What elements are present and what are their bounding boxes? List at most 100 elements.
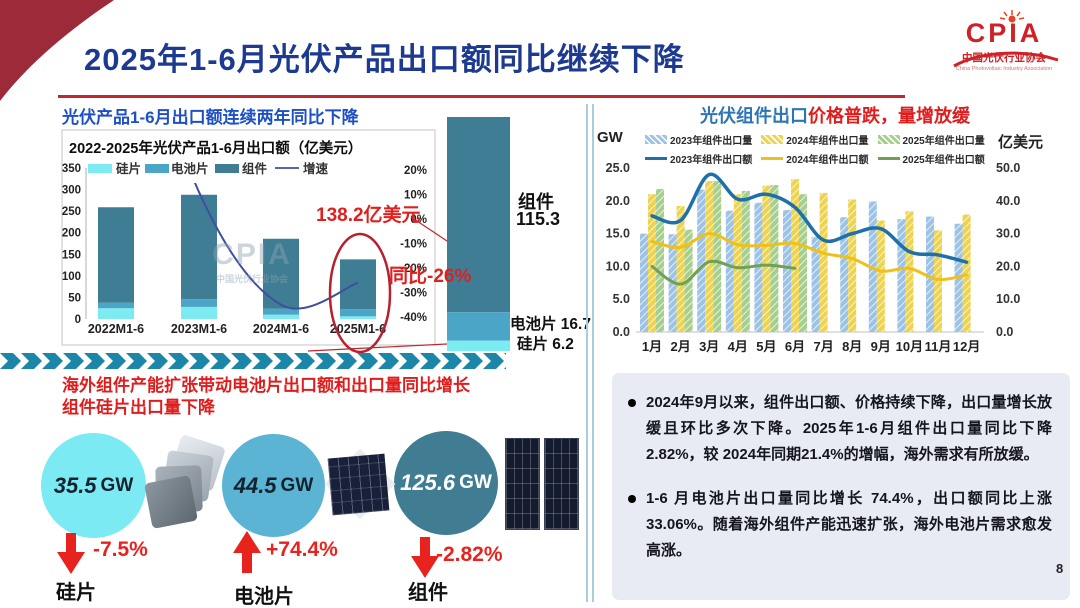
annotation-yoy: 同比-26% — [389, 266, 472, 287]
x-tick: 4月 — [728, 339, 748, 354]
x-tick: 2023M1-6 — [171, 322, 227, 336]
y-tick: 350 — [62, 163, 81, 175]
monthly-export-chart: 25.0 20.0 15.0 10.0 5.0 0.0 50.0 40.0 30.0 20.0 10… — [606, 161, 1021, 354]
bar — [656, 188, 664, 332]
bar-segment — [263, 314, 299, 319]
bar-segment — [181, 299, 217, 307]
bar — [676, 206, 685, 332]
legend-label: 增速 — [303, 161, 329, 176]
bar-segment — [98, 207, 134, 303]
bar — [697, 189, 706, 332]
wafer-image — [144, 434, 230, 534]
bar-segment — [340, 316, 376, 319]
bar — [897, 219, 906, 332]
logo-sun-arc-icon — [953, 10, 1059, 68]
legend-line-2024-value — [761, 157, 784, 160]
legend-line-2025-value — [877, 157, 900, 160]
callout-line — [307, 343, 448, 352]
module-label: 组件 — [408, 582, 448, 604]
y2-tick: 0.0 — [996, 325, 1013, 339]
zoom-bar-cell-label: 电池片 16.7 — [510, 316, 591, 333]
x-tick: 2022M1-6 — [88, 322, 144, 336]
y-tick: 150 — [62, 249, 81, 261]
annotation-export-value: 138.2亿美元 — [316, 205, 421, 226]
left-axis-label: GW — [597, 129, 623, 146]
y2-tick: 10% — [404, 190, 427, 202]
legend-swatch-2023-volume — [645, 135, 667, 144]
y-tick: 250 — [62, 206, 81, 218]
y2-tick: 40.0 — [996, 194, 1020, 208]
y2-tick: 50.0 — [996, 161, 1020, 175]
y-tick: 50 — [68, 292, 81, 304]
bar — [926, 216, 934, 332]
logo-name-en: China Photovoltaic Industry Association — [955, 66, 1053, 72]
bar-segment — [181, 306, 217, 319]
bar-segment — [98, 308, 134, 319]
legend-swatch-2024-volume — [761, 135, 784, 144]
x-tick: 3月 — [699, 339, 719, 354]
module-image — [505, 438, 579, 530]
x-tick: 2024M1-6 — [253, 322, 309, 336]
x-tick: 2月 — [670, 339, 690, 354]
bar — [741, 190, 750, 332]
bar-segment — [98, 302, 134, 309]
y2-tick: 20.0 — [996, 259, 1020, 273]
cell-label: 电池片 — [234, 586, 294, 608]
wafer-label: 硅片 — [56, 582, 96, 604]
section-divider — [586, 104, 594, 602]
bar — [840, 217, 849, 332]
bullet-item: 2024年9月以来，组件出口额、价格持续下降，出口量增长放缓且环比多次下降。20… — [628, 390, 1052, 467]
logo-acronym: CPIA — [965, 18, 1043, 48]
bar — [754, 202, 763, 332]
value-line — [650, 232, 969, 282]
legend-swatch — [145, 164, 169, 173]
bar — [705, 181, 714, 332]
x-tick: 12月 — [953, 339, 980, 354]
y2-tick: 20% — [404, 165, 427, 177]
growth-line — [193, 183, 359, 310]
zoom-bar-module-label: 组件 — [518, 192, 554, 212]
up-arrow-icon — [233, 531, 261, 573]
right-chart-heading: 光伏组件出口价格普跌，量增放缓 — [700, 106, 970, 126]
y2-tick: -40% — [400, 312, 427, 324]
x-tick: 11月 — [925, 339, 952, 354]
legend-row-volume: 2023年组件出口量 2024年组件出口量 2025年组件出口量 — [645, 132, 995, 147]
x-tick: 1月 — [642, 339, 662, 354]
y-tick: 0 — [75, 314, 81, 326]
legend-label: 组件 — [242, 161, 268, 176]
y-tick: 25.0 — [606, 161, 630, 175]
legend-swatch — [215, 164, 239, 173]
bar — [648, 194, 656, 332]
y-tick: 100 — [62, 271, 81, 283]
zoom-bar-module-value: 115.3 — [516, 209, 561, 229]
y2-tick: -20% — [400, 263, 427, 275]
bullet-item: 1-6 月电池片出口量同比增长 74.4%，出口额同比上涨33.06%。随着海外… — [628, 486, 1052, 563]
y-tick: 10.0 — [606, 259, 630, 273]
bar — [770, 185, 779, 332]
x-tick: 7月 — [813, 339, 833, 354]
bar-segment — [263, 238, 299, 309]
x-tick: 2025M1-6 — [330, 322, 386, 336]
bar — [819, 192, 828, 332]
bar — [725, 210, 734, 332]
bar — [713, 181, 722, 332]
x-tick: 6月 — [785, 339, 805, 354]
legend-label: 电池片 — [171, 161, 209, 176]
zoom-bar-segment — [447, 340, 510, 351]
summary-box: 2024年9月以来，组件出口额、价格持续下降，出口量增长放缓且环比多次下降。20… — [612, 373, 1070, 600]
bar — [791, 179, 799, 332]
bar — [905, 211, 914, 332]
value-line — [650, 259, 797, 286]
bullet-dot — [628, 399, 636, 407]
legend-swatch-2025-volume — [877, 135, 900, 144]
y2-tick: -10% — [400, 239, 427, 251]
y2-tick: 30.0 — [996, 227, 1020, 241]
bar — [762, 185, 771, 332]
callout-line — [410, 216, 448, 242]
cpia-logo: CPIA 中国光伏行业协会 China Photovoltaic Industr… — [938, 6, 1070, 92]
module-circle: 125.6 GW — [394, 431, 498, 535]
legend-row-value: 2023年组件出口额 2024年组件出口额 2025年组件出口额 — [645, 151, 995, 166]
right-axis-label: 亿美元 — [998, 134, 1044, 151]
y-tick: 5.0 — [613, 292, 630, 306]
